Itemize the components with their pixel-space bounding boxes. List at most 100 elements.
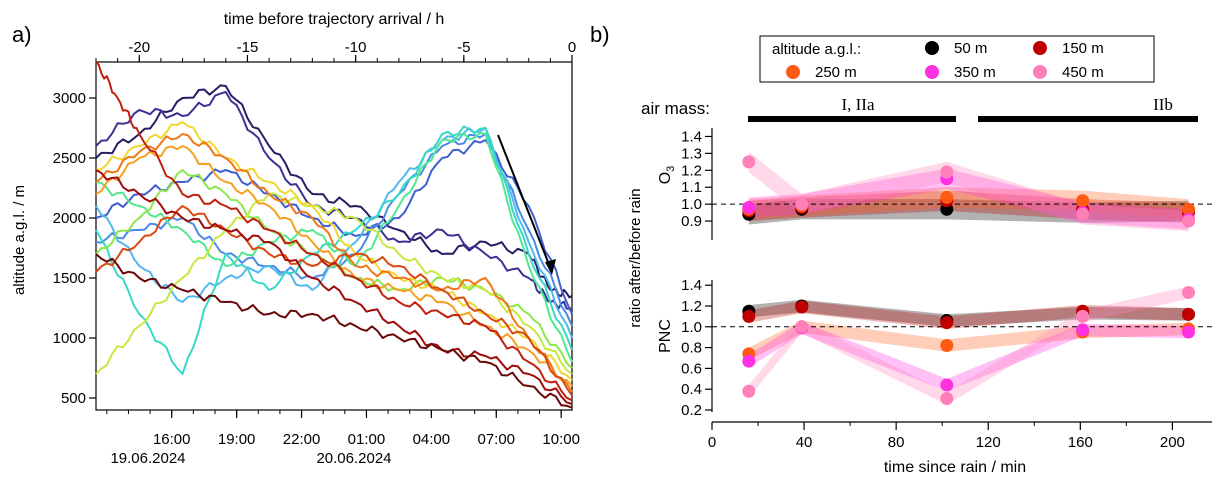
top-tick-label: 0	[568, 39, 576, 56]
pnc-point-450m	[742, 384, 756, 398]
panel-a-plot-frame	[95, 61, 573, 411]
pnc-y-tick-label: 0.8	[681, 340, 702, 357]
trajectory-line-9	[95, 192, 573, 375]
top-tick-label: -20	[128, 39, 150, 56]
pnc-y-tick-label: 1.0	[681, 319, 702, 336]
y-tick-label: 500	[61, 390, 86, 407]
y-tick-label: 1500	[53, 270, 86, 287]
air-mass-bar-2	[978, 116, 1198, 122]
bottom-tick-label: 22:00	[283, 431, 321, 448]
bottom-tick-label: 16:00	[153, 431, 191, 448]
bottom-tick-label: 10:00	[542, 431, 580, 448]
pnc-y-tick-label: 1.2	[681, 298, 702, 315]
air-mass-segment-1: I, IIa	[841, 95, 874, 114]
o3-point-450m	[795, 197, 809, 211]
pnc-band-50m	[748, 299, 1189, 327]
panel-b-x-axis-label: time since rain / min	[884, 459, 1026, 476]
panel-b-x-tick-label: 40	[796, 434, 813, 451]
bottom-tick-label: 01:00	[348, 431, 386, 448]
legend-label-50m: 50 m	[954, 40, 987, 57]
o3-point-450m	[940, 165, 954, 179]
bottom-tick-label: 04:00	[413, 431, 451, 448]
air-mass-bar-1	[748, 116, 956, 122]
legend-label-350m: 350 m	[954, 64, 996, 81]
panel-b-axes: 0 40 80 120 160 200	[708, 421, 1212, 451]
o3-y-tick-label: 1.0	[681, 196, 702, 213]
trajectory-line-2	[95, 91, 573, 310]
panel-b-x-tick-label: 160	[1068, 434, 1093, 451]
top-tick-label: -15	[237, 39, 259, 56]
legend-marker-350m	[925, 65, 939, 79]
pnc-point-450m	[795, 320, 809, 334]
panel-a-axes: -20 -15 -10 -5 0 500 1000 1500 2000 2500 3000 16:00…	[53, 39, 580, 448]
y-tick-label: 1000	[53, 330, 86, 347]
trajectory-line-7	[95, 131, 573, 363]
legend-marker-450m	[1033, 65, 1047, 79]
o3-point-450m	[1076, 207, 1090, 221]
trajectory-line-14	[95, 61, 573, 402]
top-tick-label: -10	[345, 39, 367, 56]
trajectory-line-11	[95, 145, 573, 387]
legend-marker-50m	[925, 41, 939, 55]
pnc-point-450m	[1076, 309, 1090, 323]
pnc-point-150m	[742, 309, 756, 323]
pnc-point-150m	[1181, 307, 1195, 321]
air-mass-label: air mass:	[641, 99, 710, 118]
pnc-point-150m	[940, 316, 954, 330]
trajectory-line-10	[95, 121, 573, 381]
pnc-y-label: PNC	[657, 319, 674, 353]
legend-label-450m: 450 m	[1062, 64, 1104, 81]
legend-label-250m: 250 m	[815, 64, 857, 81]
pnc-y-tick-label: 0.4	[681, 381, 702, 398]
panel-a-arrow-shaft	[497, 134, 553, 273]
o3-y-tick-label: 1.3	[681, 145, 702, 162]
trajectory-line-16	[95, 253, 573, 409]
bottom-tick-label: 07:00	[477, 431, 515, 448]
pnc-y-tick-label: 0.2	[681, 402, 702, 419]
trajectory-line-12	[95, 133, 573, 393]
panel-b-shared-y-label: ratio after/before rain	[627, 188, 644, 327]
legend-label-150m: 150 m	[1062, 40, 1104, 57]
panel-b-o3-plot: 0.91.01.11.21.31.4	[681, 128, 1212, 240]
trajectory-line-5	[95, 127, 573, 339]
o3-point-250m	[940, 190, 954, 204]
legend-marker-150m	[1033, 41, 1047, 55]
trajectory-line-15	[95, 169, 573, 405]
legend-marker-250m	[786, 65, 800, 79]
bottom-tick-label: 19:00	[218, 431, 256, 448]
air-mass-segment-2: IIb	[1153, 95, 1173, 114]
o3-point-250m	[1181, 202, 1195, 216]
panel-b-pnc-plot: 0.2 0.4 0.6 0.8 1.0 1.2 1.4	[681, 277, 1212, 419]
pnc-point-250m	[940, 339, 954, 353]
legend-box	[759, 35, 1155, 83]
o3-point-450m	[1181, 214, 1195, 228]
pnc-y-tick-label: 1.4	[681, 277, 702, 294]
o3-y-tick-label: 1.2	[681, 162, 702, 179]
o3-y-tick-label: 1.4	[681, 128, 702, 145]
pnc-point-150m	[795, 300, 809, 314]
panel-a-date-1: 19.06.2024	[110, 450, 185, 467]
o3-point-450m	[742, 155, 756, 169]
panel-b-x-tick-label: 200	[1160, 434, 1185, 451]
panel-a-y-axis-label: altitude a.g.l. / m	[11, 185, 28, 295]
o3-y-label: O3	[657, 166, 677, 185]
o3-point-350m	[742, 201, 756, 215]
panel-a-arrow-head	[545, 259, 556, 275]
o3-y-tick-label: 0.9	[681, 213, 702, 230]
panel-a-label: a)	[12, 22, 32, 47]
pnc-band-350m	[748, 321, 1189, 392]
panel-a-trajectories	[95, 61, 573, 409]
y-tick-label: 3000	[53, 90, 86, 107]
y-tick-label: 2500	[53, 150, 86, 167]
legend-title: altitude a.g.l.:	[772, 41, 861, 58]
pnc-point-350m	[940, 378, 954, 392]
pnc-point-450m	[940, 392, 954, 406]
o3-y-tick-label: 1.1	[681, 179, 702, 196]
trajectory-line-13	[95, 205, 573, 397]
y-tick-label: 2000	[53, 210, 86, 227]
pnc-y-tick-label: 0.6	[681, 360, 702, 377]
pnc-point-350m	[742, 354, 756, 368]
o3-point-250m	[1076, 194, 1090, 208]
